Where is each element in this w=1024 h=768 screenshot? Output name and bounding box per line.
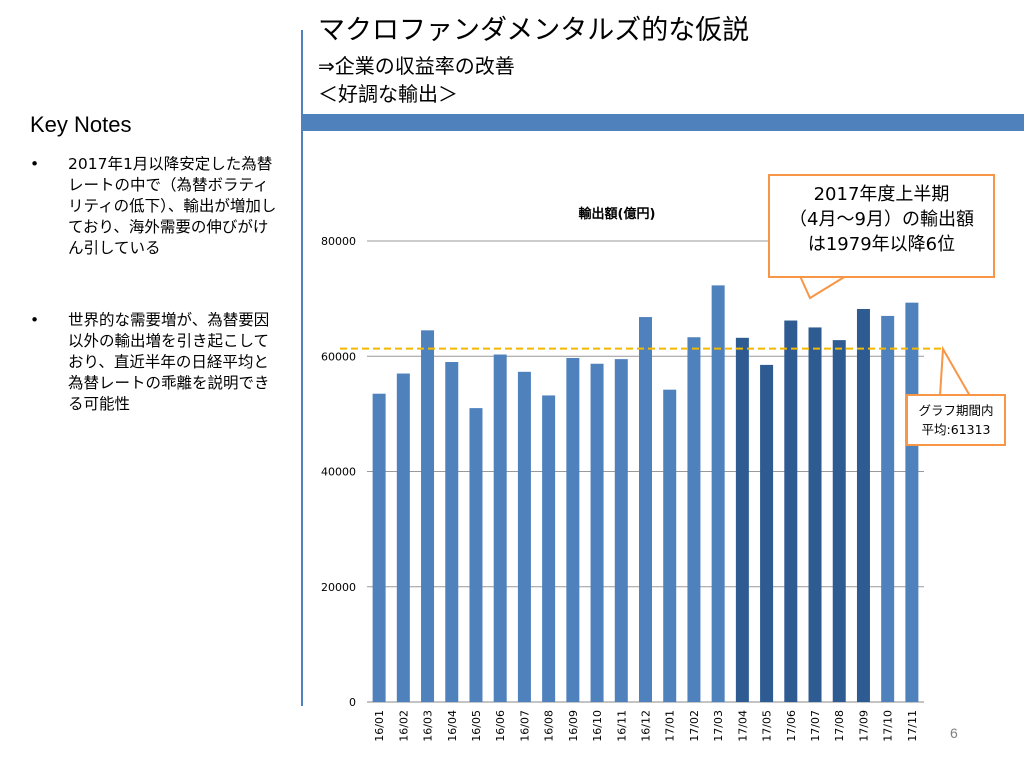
bar-16-09 bbox=[566, 357, 580, 702]
bar-17-08 bbox=[832, 340, 846, 702]
bar-17-07 bbox=[808, 327, 822, 702]
bar-16-12 bbox=[639, 317, 652, 702]
x-tick-label: 16/03 bbox=[422, 710, 435, 742]
x-tick-label: 16/06 bbox=[494, 710, 507, 742]
x-tick-label: 17/06 bbox=[785, 710, 798, 742]
bar-17-02 bbox=[687, 337, 701, 702]
x-tick-label: 17/03 bbox=[712, 710, 725, 742]
x-tick-label: 17/11 bbox=[906, 710, 919, 742]
bar-17-05 bbox=[760, 364, 774, 702]
bar-16-11 bbox=[614, 359, 628, 702]
x-tick-label: 16/04 bbox=[446, 710, 459, 742]
callout-average: グラフ期間内 平均:61313 bbox=[906, 394, 1006, 446]
y-tick-label: 40000 bbox=[321, 466, 356, 479]
vertical-divider bbox=[301, 30, 303, 706]
bar-16-07 bbox=[517, 371, 531, 702]
bar-16-02 bbox=[396, 373, 410, 702]
callout-h1-line-1: 2017年度上半期 bbox=[813, 184, 950, 205]
x-tick-label: 17/09 bbox=[857, 710, 870, 742]
note-bullet-1: • 2017年1月以降安定した為替レートの中で（為替ボラティリティの低下）、輸出… bbox=[30, 154, 280, 259]
x-tick-label: 17/01 bbox=[664, 710, 677, 742]
note-text-1: 2017年1月以降安定した為替レートの中で（為替ボラティリティの低下）、輸出が増… bbox=[68, 155, 277, 257]
x-tick-label: 16/02 bbox=[397, 710, 410, 742]
subtitle-line-2: ＜好調な輸出＞ bbox=[318, 82, 458, 106]
bar-16-01 bbox=[372, 393, 386, 702]
x-tick-label: 16/09 bbox=[567, 710, 580, 742]
x-tick-label: 16/12 bbox=[640, 710, 653, 742]
callout-h1-line-2: （4月～9月）の輸出額 bbox=[789, 209, 974, 230]
y-tick-label: 0 bbox=[349, 696, 356, 709]
x-tick-label: 17/02 bbox=[688, 710, 701, 742]
page-number: 6 bbox=[950, 725, 958, 741]
key-notes-heading: Key Notes bbox=[30, 112, 132, 137]
x-tick-label: 16/10 bbox=[591, 710, 604, 742]
x-tick-label: 17/10 bbox=[882, 710, 895, 742]
x-tick-label: 16/05 bbox=[470, 710, 483, 742]
header-accent-bar bbox=[303, 114, 1024, 131]
callout-average-line-2: 平均:61313 bbox=[921, 422, 991, 437]
y-tick-label: 20000 bbox=[321, 581, 356, 594]
x-tick-label: 16/11 bbox=[615, 710, 628, 742]
bar-17-04 bbox=[735, 337, 749, 702]
bar-16-08 bbox=[542, 395, 556, 702]
page-title: マクロファンダメンタルズ的な仮説 bbox=[318, 15, 750, 46]
bar-17-11 bbox=[905, 302, 919, 702]
bar-16-06 bbox=[493, 354, 507, 702]
y-tick-label: 80000 bbox=[321, 235, 356, 248]
callout-average-line-1: グラフ期間内 bbox=[918, 403, 994, 418]
bar-17-01 bbox=[663, 389, 677, 702]
bar-17-06 bbox=[784, 320, 798, 702]
callout-h1-line-3: は1979年以降6位 bbox=[807, 234, 956, 255]
bar-17-10 bbox=[881, 315, 895, 702]
callout-pointer-h1 bbox=[799, 275, 847, 300]
bar-16-03 bbox=[421, 330, 435, 702]
note-bullet-2: • 世界的な需要増が、為替要因以外の輸出増を引き起こしており、直近半年の日経平均… bbox=[30, 310, 280, 415]
chart-title: 輸出額(億円) bbox=[579, 206, 656, 222]
bullet-marker: • bbox=[30, 155, 40, 173]
bar-17-09 bbox=[856, 308, 870, 702]
x-tick-label: 16/08 bbox=[543, 710, 556, 742]
bar-16-10 bbox=[590, 363, 604, 702]
bar-17-03 bbox=[711, 285, 725, 702]
x-tick-label: 17/04 bbox=[736, 710, 749, 742]
x-tick-label: 17/08 bbox=[833, 710, 846, 742]
x-tick-label: 17/05 bbox=[761, 710, 774, 742]
note-text-2: 世界的な需要増が、為替要因以外の輸出増を引き起こしており、直近半年の日経平均と為… bbox=[68, 311, 270, 413]
bullet-marker: • bbox=[30, 311, 40, 329]
bar-16-05 bbox=[469, 408, 483, 702]
bar-16-04 bbox=[445, 362, 459, 702]
y-tick-label: 60000 bbox=[321, 350, 356, 363]
subtitle-line-1: ⇒企業の収益率の改善 bbox=[318, 54, 515, 78]
callout-pointer-average bbox=[939, 345, 971, 397]
callout-h1-exports: 2017年度上半期 （4月～9月）の輸出額 は1979年以降6位 bbox=[768, 174, 995, 278]
x-tick-label: 16/01 bbox=[373, 710, 386, 742]
x-tick-label: 16/07 bbox=[518, 710, 531, 742]
x-tick-label: 17/07 bbox=[809, 710, 822, 742]
